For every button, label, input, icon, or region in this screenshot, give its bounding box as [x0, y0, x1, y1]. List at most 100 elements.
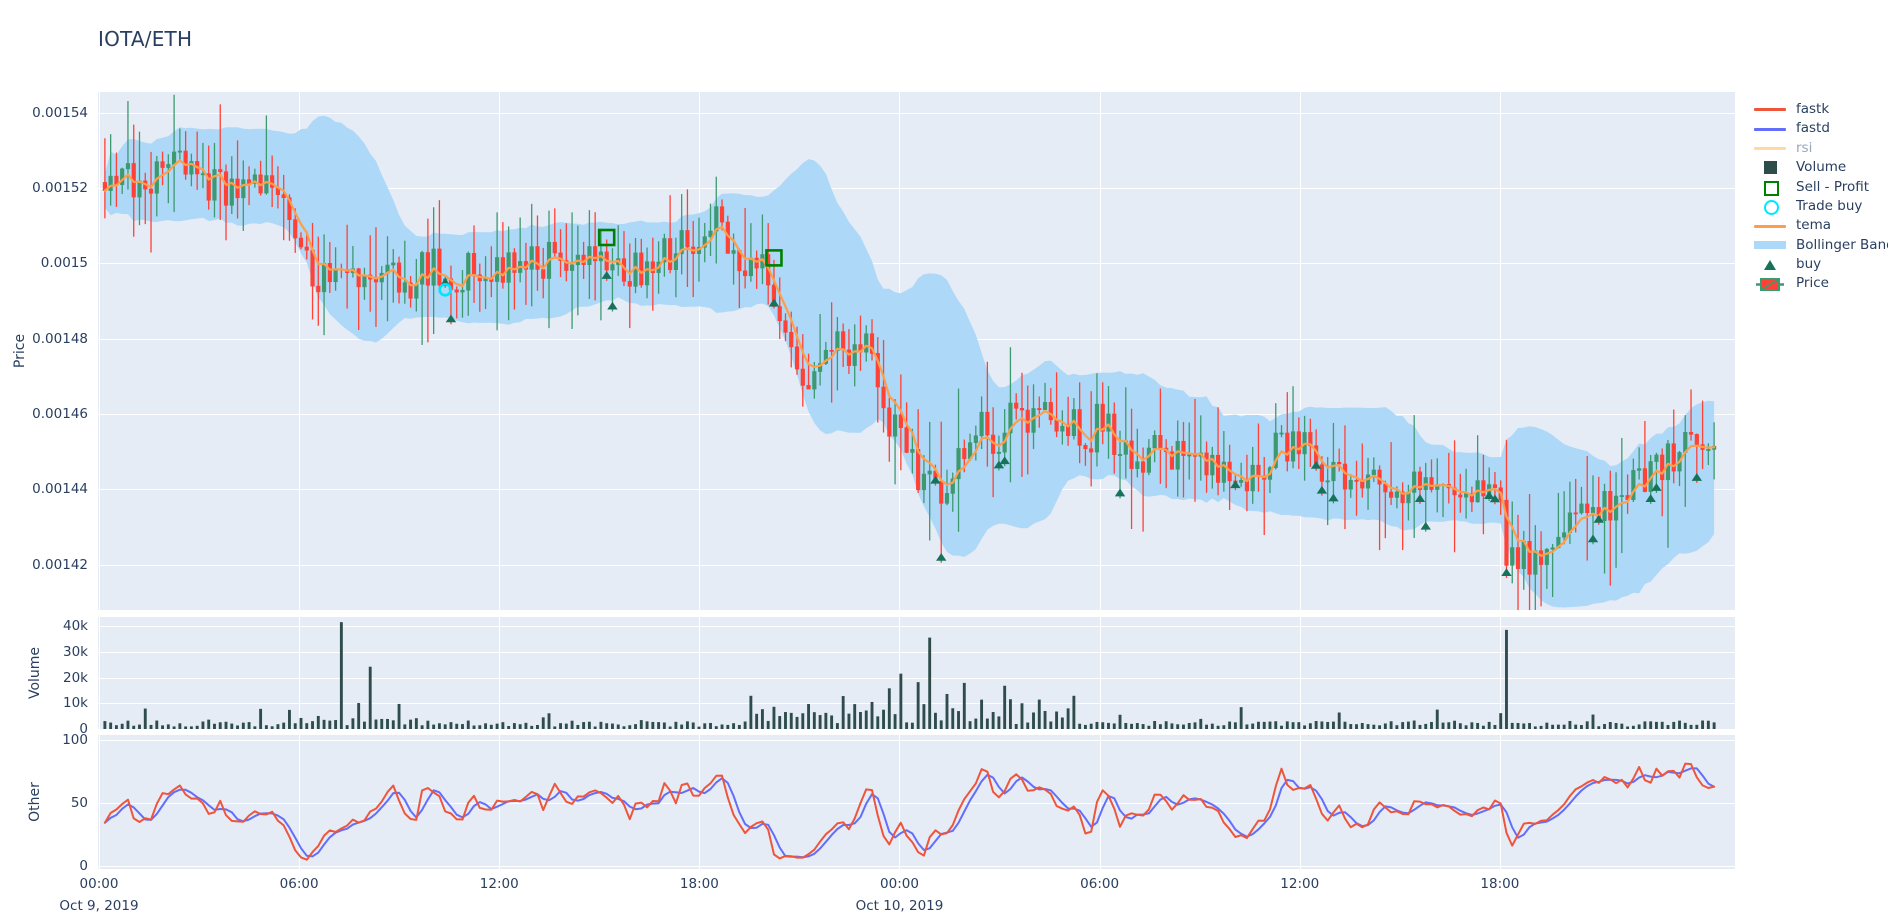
volume-bar: [247, 722, 251, 729]
buy-marker[interactable]: [1593, 514, 1604, 523]
buy-marker[interactable]: [1489, 494, 1501, 503]
candlestick-body: [1296, 431, 1301, 455]
volume-bar: [1164, 721, 1168, 729]
volume-bar: [634, 724, 637, 729]
candlestick-body: [287, 197, 292, 220]
volume-bar: [178, 723, 182, 729]
buy-marker[interactable]: [936, 552, 947, 561]
buy-marker[interactable]: [607, 301, 618, 310]
volume-bar: [726, 724, 730, 729]
candlestick-body: [293, 219, 298, 239]
sell-profit-marker[interactable]: [597, 228, 616, 247]
legend-item-fastd[interactable]: fastd: [1752, 119, 1884, 138]
legend-item-rsi[interactable]: rsi: [1752, 139, 1884, 158]
sell-profit-marker[interactable]: [765, 249, 783, 267]
volume-bar: [201, 721, 205, 729]
buy-marker[interactable]: [1645, 494, 1656, 502]
buy-marker[interactable]: [930, 475, 941, 484]
volume-bar: [553, 726, 557, 729]
gridline-horizontal: [98, 263, 1735, 264]
volume-bar: [1003, 685, 1007, 729]
candlestick-body: [177, 150, 182, 153]
buy-marker[interactable]: [1328, 493, 1339, 502]
buy-marker[interactable]: [1114, 488, 1126, 497]
buy-marker[interactable]: [1420, 521, 1431, 530]
price-y-tick: 0.0015: [40, 255, 88, 272]
candlestick-body: [1573, 512, 1578, 515]
other-y-tick: 100: [62, 732, 88, 749]
candlestick-body: [910, 448, 915, 453]
volume-bar: [224, 721, 228, 729]
volume-bar: [1505, 629, 1508, 729]
candlestick-body: [460, 289, 465, 293]
candlestick-body: [650, 261, 655, 273]
volume-bar: [714, 726, 718, 729]
volume-bar: [991, 712, 995, 729]
candlestick-body: [1210, 454, 1215, 476]
legend-item-fastk[interactable]: fastk: [1752, 100, 1884, 119]
volume-bar: [1210, 723, 1214, 729]
candlestick-body: [281, 194, 286, 198]
legend-item-tema[interactable]: tema: [1752, 216, 1884, 235]
buy-marker[interactable]: [1483, 491, 1495, 499]
legend-item-sell-profit[interactable]: Sell - Profit: [1752, 178, 1884, 197]
buy-marker[interactable]: [1651, 483, 1662, 491]
candlestick-body: [1464, 493, 1469, 498]
candlestick-body: [1579, 503, 1584, 514]
buy-marker[interactable]: [999, 456, 1010, 465]
buy-marker[interactable]: [993, 460, 1005, 469]
candlestick-body: [108, 175, 113, 191]
candlestick-body: [316, 285, 321, 293]
trade-buy-marker[interactable]: [438, 283, 452, 297]
volume-bar: [1378, 725, 1382, 729]
buy-marker[interactable]: [1414, 494, 1426, 502]
other-plot-area[interactable]: [98, 735, 1735, 869]
band-icon: [1752, 236, 1788, 255]
volume-bar: [835, 723, 839, 729]
volume-bar: [1008, 699, 1012, 729]
gridline-vertical: [299, 92, 300, 610]
buy-marker[interactable]: [445, 314, 457, 323]
buy-marker[interactable]: [768, 298, 780, 307]
volume-bar: [218, 722, 222, 729]
volume-bar: [489, 724, 493, 729]
volume-bar: [1170, 723, 1174, 729]
buy-marker[interactable]: [1316, 485, 1328, 494]
legend-item-bollinger-band[interactable]: Bollinger Band: [1752, 236, 1888, 255]
candlestick-body: [1354, 479, 1359, 482]
volume-bar: [328, 720, 332, 729]
volume-bar: [784, 712, 787, 729]
buy-marker[interactable]: [1230, 480, 1241, 489]
volume-y-tick: 40k: [63, 618, 88, 634]
candlestick-body: [1285, 432, 1290, 462]
volume-bar: [1257, 721, 1260, 729]
volume-bar: [1072, 695, 1076, 729]
candlestick-body: [1089, 448, 1094, 453]
legend-item-trade-buy[interactable]: Trade buy: [1752, 197, 1884, 216]
volume-bar: [1141, 724, 1145, 729]
volume-bar: [1216, 725, 1220, 729]
buy-marker[interactable]: [1691, 473, 1703, 481]
buy-marker[interactable]: [1587, 534, 1599, 543]
volume-bar: [264, 725, 268, 729]
buy-marker[interactable]: [1501, 568, 1512, 577]
legend-item-price[interactable]: Price: [1752, 275, 1884, 294]
legend-item-volume[interactable]: Volume: [1752, 158, 1884, 177]
candlestick-body: [731, 250, 736, 254]
volume-bar: [1303, 725, 1307, 729]
buy-marker[interactable]: [1310, 461, 1322, 469]
volume-bar: [1049, 721, 1053, 729]
buy-marker[interactable]: [601, 271, 612, 279]
x-axis-date-group: Oct 9, 2019: [59, 898, 139, 914]
volume-bar: [1585, 721, 1589, 729]
candlestick-body: [420, 252, 425, 285]
candlestick-body: [1371, 469, 1376, 476]
candlestick-body: [1544, 548, 1549, 565]
candlestick-body: [1642, 468, 1647, 492]
candlestick-body: [1337, 461, 1342, 465]
chart-legend[interactable]: fastk fastd rsi Volume Sell - Profit Trade bu…: [1752, 100, 1888, 294]
volume-bar: [345, 725, 349, 729]
legend-item-buy[interactable]: buy: [1752, 255, 1884, 274]
volume-bar: [1580, 725, 1583, 729]
